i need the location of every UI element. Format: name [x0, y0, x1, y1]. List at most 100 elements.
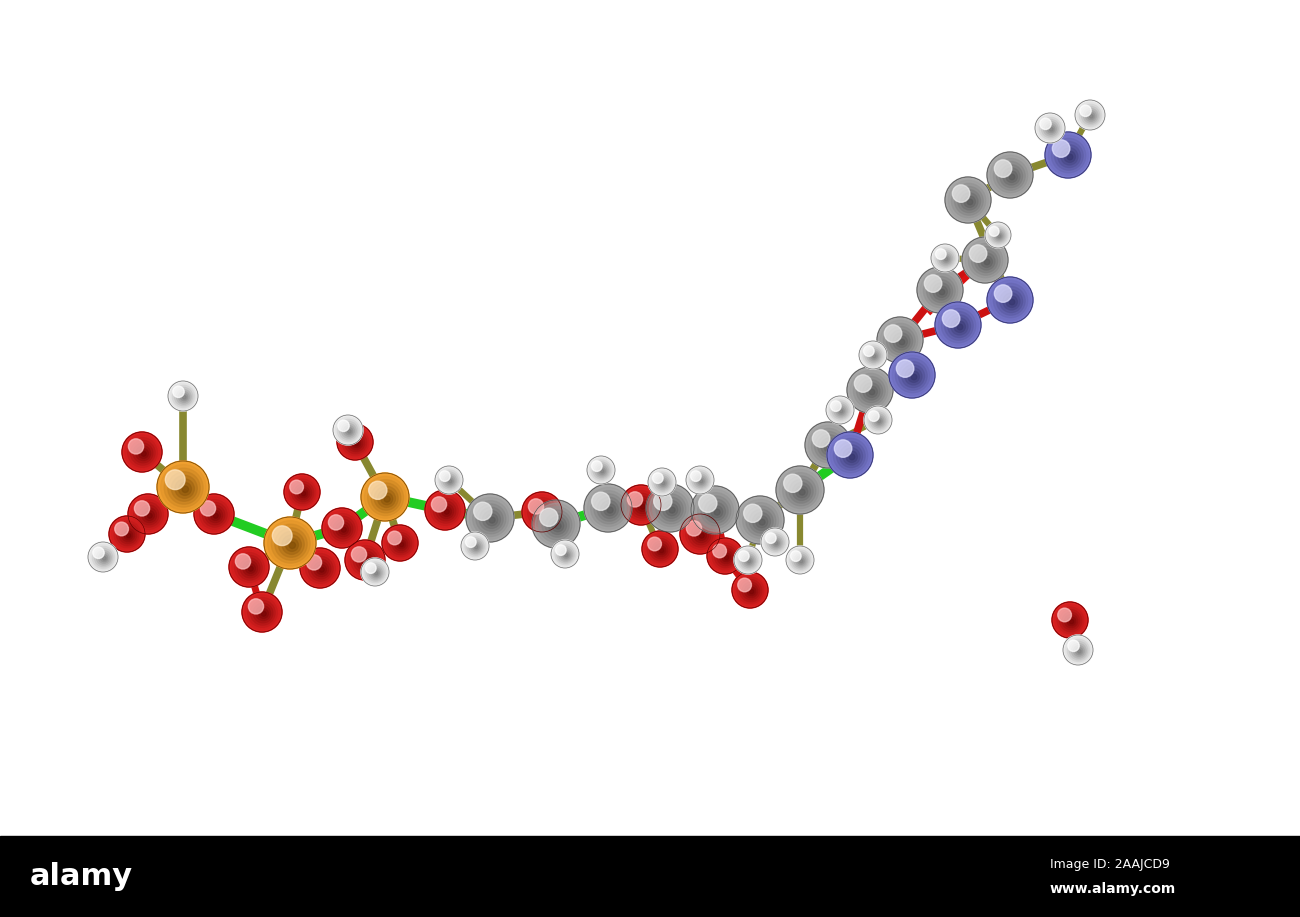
Circle shape	[786, 546, 814, 574]
Circle shape	[736, 496, 784, 544]
Circle shape	[118, 526, 136, 544]
Circle shape	[291, 481, 313, 504]
Circle shape	[433, 498, 458, 524]
Circle shape	[134, 501, 150, 516]
Circle shape	[905, 368, 922, 385]
Circle shape	[307, 555, 321, 570]
Circle shape	[692, 525, 711, 545]
Circle shape	[666, 503, 677, 515]
Circle shape	[387, 530, 413, 557]
Circle shape	[896, 359, 930, 392]
Circle shape	[659, 497, 684, 521]
Circle shape	[88, 542, 118, 572]
Circle shape	[157, 461, 209, 513]
Circle shape	[286, 477, 318, 508]
Circle shape	[168, 471, 200, 504]
Circle shape	[997, 235, 1001, 238]
Circle shape	[1058, 608, 1071, 622]
Circle shape	[872, 414, 885, 427]
Circle shape	[125, 435, 160, 470]
Circle shape	[382, 525, 419, 561]
Circle shape	[764, 532, 785, 553]
Circle shape	[1057, 607, 1084, 634]
Circle shape	[361, 558, 389, 586]
Circle shape	[933, 246, 957, 271]
Circle shape	[880, 320, 920, 360]
Circle shape	[680, 514, 720, 554]
Circle shape	[948, 315, 971, 337]
Circle shape	[907, 371, 919, 382]
Circle shape	[1075, 647, 1083, 655]
Circle shape	[264, 517, 316, 569]
Circle shape	[196, 497, 231, 532]
Circle shape	[697, 531, 706, 540]
Circle shape	[939, 289, 945, 295]
Circle shape	[993, 159, 1028, 193]
Circle shape	[936, 286, 948, 297]
Circle shape	[936, 249, 946, 260]
Circle shape	[194, 494, 234, 534]
Circle shape	[776, 466, 824, 514]
Circle shape	[387, 531, 402, 545]
Circle shape	[842, 447, 861, 465]
Circle shape	[96, 550, 112, 565]
Circle shape	[178, 482, 191, 495]
Circle shape	[792, 552, 810, 569]
Circle shape	[551, 520, 564, 532]
Circle shape	[328, 514, 358, 544]
Circle shape	[1009, 299, 1015, 304]
Circle shape	[311, 559, 332, 579]
Circle shape	[857, 377, 885, 405]
Circle shape	[688, 468, 712, 492]
Circle shape	[634, 499, 650, 514]
Circle shape	[866, 408, 891, 433]
Circle shape	[892, 355, 932, 395]
Circle shape	[1086, 110, 1097, 122]
Circle shape	[463, 534, 488, 558]
Circle shape	[593, 462, 610, 480]
Circle shape	[122, 432, 162, 472]
Circle shape	[654, 474, 671, 492]
Circle shape	[740, 580, 762, 602]
Circle shape	[682, 517, 718, 552]
Circle shape	[170, 383, 196, 409]
Circle shape	[597, 466, 607, 476]
Circle shape	[933, 282, 950, 300]
Circle shape	[348, 543, 382, 578]
Circle shape	[624, 488, 659, 523]
Circle shape	[338, 525, 348, 535]
Circle shape	[647, 537, 662, 551]
Circle shape	[555, 544, 576, 565]
Circle shape	[876, 417, 883, 425]
Circle shape	[724, 556, 729, 559]
Circle shape	[330, 516, 355, 541]
Circle shape	[555, 523, 562, 529]
Circle shape	[370, 568, 381, 578]
Circle shape	[994, 285, 1011, 303]
Circle shape	[736, 496, 784, 544]
Circle shape	[650, 538, 672, 561]
Circle shape	[939, 305, 979, 346]
Circle shape	[533, 503, 552, 523]
Circle shape	[122, 432, 162, 472]
Circle shape	[127, 437, 157, 468]
Circle shape	[322, 508, 361, 548]
Circle shape	[213, 514, 218, 518]
Circle shape	[384, 496, 390, 503]
Circle shape	[707, 538, 744, 574]
Circle shape	[374, 571, 378, 575]
Circle shape	[165, 470, 185, 490]
Circle shape	[542, 510, 572, 540]
Circle shape	[659, 480, 667, 487]
Circle shape	[715, 546, 737, 568]
Circle shape	[889, 352, 935, 398]
Circle shape	[99, 552, 109, 564]
Circle shape	[694, 528, 709, 543]
Circle shape	[783, 472, 819, 509]
Circle shape	[351, 547, 367, 562]
Circle shape	[361, 558, 389, 586]
Circle shape	[282, 535, 302, 555]
Circle shape	[833, 403, 848, 418]
Circle shape	[1052, 602, 1088, 638]
Circle shape	[121, 528, 135, 542]
